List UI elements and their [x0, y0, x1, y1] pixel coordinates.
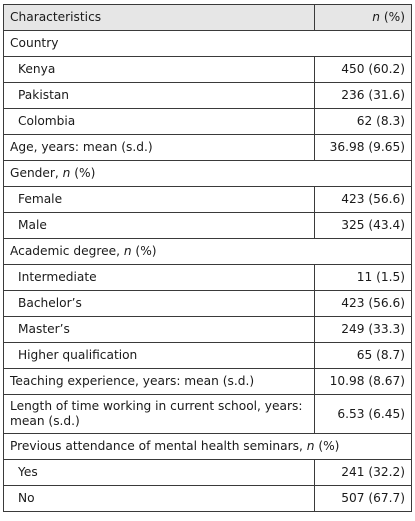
row-value: 65 (8.7)	[314, 342, 412, 369]
header-characteristics: Characteristics	[3, 4, 315, 31]
section-label-n: n	[62, 166, 71, 180]
row-value: 450 (60.2)	[314, 56, 412, 83]
table-row: Higher qualification 65 (8.7)	[3, 342, 412, 369]
row-label: Master’s	[3, 316, 315, 343]
row-label: Pakistan	[3, 82, 315, 109]
row-value: 325 (43.4)	[314, 212, 412, 239]
table-row: Bachelor’s 423 (56.6)	[3, 290, 412, 317]
row-label: Bachelor’s	[3, 290, 315, 317]
section-label: Country	[3, 30, 412, 57]
row-label: Yes	[3, 459, 315, 486]
header-n-italic: n	[372, 10, 381, 24]
header-n-percent: n (%)	[314, 4, 412, 31]
row-label: Colombia	[3, 108, 315, 135]
section-label-text: Previous attendance of mental health sem…	[10, 439, 307, 453]
section-row-gender: Gender, n (%)	[3, 160, 412, 187]
row-label: Length of time working in current school…	[3, 394, 315, 434]
row-value: 241 (32.2)	[314, 459, 412, 486]
row-value: 423 (56.6)	[314, 186, 412, 213]
row-label: Age, years: mean (s.d.)	[3, 134, 315, 161]
section-row-academic-degree: Academic degree, n (%)	[3, 238, 412, 265]
table-row: Female 423 (56.6)	[3, 186, 412, 213]
characteristics-table: Characteristics n (%) Country Kenya 450 …	[3, 4, 412, 512]
table-row: Master’s 249 (33.3)	[3, 316, 412, 343]
header-percent: (%)	[380, 10, 405, 24]
section-label: Gender, n (%)	[3, 160, 412, 187]
section-row-seminars: Previous attendance of mental health sem…	[3, 433, 412, 460]
row-label: Higher qualification	[3, 342, 315, 369]
section-label: Previous attendance of mental health sem…	[3, 433, 412, 460]
row-label: Intermediate	[3, 264, 315, 291]
row-value: 507 (67.7)	[314, 485, 412, 512]
row-value: 423 (56.6)	[314, 290, 412, 317]
section-label-n: n	[123, 244, 132, 258]
row-value: 249 (33.3)	[314, 316, 412, 343]
row-label: Kenya	[3, 56, 315, 83]
table-row: Yes 241 (32.2)	[3, 459, 412, 486]
table-row: Male 325 (43.4)	[3, 212, 412, 239]
row-label: No	[3, 485, 315, 512]
row-label: Teaching experience, years: mean (s.d.)	[3, 368, 315, 395]
row-value: 10.98 (8.67)	[314, 368, 412, 395]
table-row: Pakistan 236 (31.6)	[3, 82, 412, 109]
row-value: 62 (8.3)	[314, 108, 412, 135]
row-label: Male	[3, 212, 315, 239]
section-label-suffix: (%)	[314, 439, 340, 453]
table-row: Colombia 62 (8.3)	[3, 108, 412, 135]
row-value: 6.53 (6.45)	[314, 394, 412, 434]
row-value: 11 (1.5)	[314, 264, 412, 291]
section-label-text: Academic degree,	[10, 244, 124, 258]
table-row: Intermediate 11 (1.5)	[3, 264, 412, 291]
table-header-row: Characteristics n (%)	[3, 4, 412, 31]
table-row: Age, years: mean (s.d.) 36.98 (9.65)	[3, 134, 412, 161]
row-label: Female	[3, 186, 315, 213]
table-row: Length of time working in current school…	[3, 394, 412, 434]
section-label-suffix: (%)	[131, 244, 157, 258]
row-value: 236 (31.6)	[314, 82, 412, 109]
table-row: Teaching experience, years: mean (s.d.) …	[3, 368, 412, 395]
table-row: No 507 (67.7)	[3, 485, 412, 512]
table-row: Kenya 450 (60.2)	[3, 56, 412, 83]
row-value: 36.98 (9.65)	[314, 134, 412, 161]
section-label-n: n	[306, 439, 315, 453]
section-label: Academic degree, n (%)	[3, 238, 412, 265]
section-label-suffix: (%)	[70, 166, 96, 180]
section-row-country: Country	[3, 30, 412, 57]
section-label-text: Gender,	[10, 166, 63, 180]
